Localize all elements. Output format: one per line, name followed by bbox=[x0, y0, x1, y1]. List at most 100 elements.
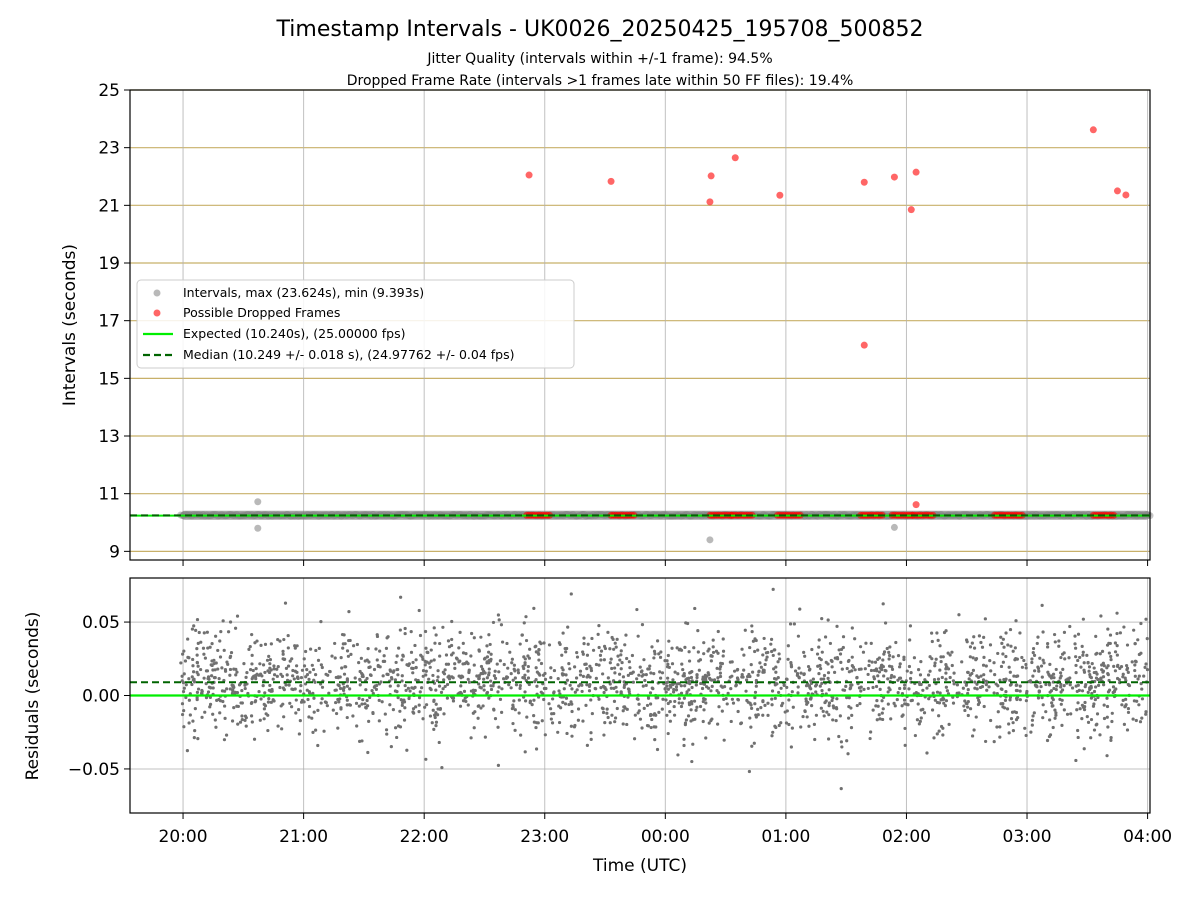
residual-point bbox=[182, 725, 186, 729]
residual-point bbox=[1007, 722, 1011, 726]
residual-point bbox=[696, 628, 700, 633]
residual-point bbox=[770, 734, 774, 738]
residual-point bbox=[1074, 758, 1078, 763]
residual-point bbox=[655, 639, 660, 643]
residual-point bbox=[1115, 611, 1119, 615]
residual-point bbox=[268, 666, 272, 670]
residual-point bbox=[186, 655, 190, 659]
residual-point bbox=[535, 670, 539, 674]
residual-point bbox=[948, 675, 952, 680]
residual-point bbox=[1113, 689, 1117, 693]
residual-point bbox=[822, 677, 826, 681]
residual-point bbox=[1098, 652, 1102, 656]
residual-point bbox=[889, 717, 893, 721]
residual-point bbox=[407, 696, 411, 701]
residual-point bbox=[649, 712, 653, 717]
residual-point bbox=[225, 687, 229, 691]
residual-point bbox=[718, 671, 722, 675]
residual-point bbox=[375, 658, 379, 662]
residual-point bbox=[581, 674, 585, 678]
residual-point bbox=[498, 697, 503, 701]
residual-point bbox=[518, 683, 522, 688]
residual-point bbox=[368, 695, 372, 700]
residual-point bbox=[935, 700, 940, 705]
residual-point bbox=[887, 664, 892, 668]
residual-point bbox=[876, 674, 880, 678]
residual-point bbox=[226, 630, 231, 634]
residual-point bbox=[998, 735, 1002, 739]
residual-point bbox=[648, 691, 653, 695]
residuals-y-axis-label: Residuals (seconds) bbox=[23, 612, 43, 781]
residual-point bbox=[816, 664, 820, 668]
residual-point bbox=[514, 683, 519, 687]
residual-point bbox=[291, 668, 295, 673]
residual-point bbox=[341, 642, 345, 646]
residual-point bbox=[1136, 638, 1140, 642]
residual-point bbox=[214, 661, 218, 665]
residual-point bbox=[1090, 662, 1094, 666]
residual-point bbox=[875, 718, 879, 722]
residual-point bbox=[206, 646, 210, 650]
residual-point bbox=[961, 686, 965, 690]
residual-point bbox=[996, 684, 1000, 688]
residual-point bbox=[233, 626, 238, 630]
residual-point bbox=[279, 704, 283, 708]
residual-point bbox=[601, 672, 605, 676]
residual-point bbox=[845, 696, 849, 700]
residual-point bbox=[952, 682, 956, 686]
residual-point bbox=[319, 620, 323, 624]
residual-point bbox=[582, 642, 586, 646]
residual-point bbox=[1030, 718, 1035, 722]
residual-point bbox=[1088, 687, 1092, 692]
x-tick-label: 22:00 bbox=[400, 827, 449, 847]
residual-point bbox=[977, 700, 982, 705]
residual-point bbox=[683, 645, 687, 649]
residual-point bbox=[862, 687, 866, 691]
residual-point bbox=[1000, 641, 1004, 646]
residual-point bbox=[1144, 617, 1148, 621]
residual-point bbox=[827, 688, 831, 692]
residual-point bbox=[691, 718, 695, 722]
residual-point bbox=[481, 704, 485, 708]
residual-point bbox=[992, 740, 996, 744]
residual-point bbox=[513, 728, 517, 732]
residual-point bbox=[681, 667, 685, 672]
residual-point bbox=[989, 718, 993, 723]
residual-point bbox=[1126, 706, 1131, 711]
residual-point bbox=[824, 699, 828, 703]
residual-point bbox=[947, 722, 951, 726]
residual-point bbox=[1127, 683, 1132, 688]
residual-point bbox=[202, 652, 206, 656]
residual-point bbox=[199, 667, 203, 672]
residual-point bbox=[977, 634, 982, 638]
residual-point bbox=[1105, 715, 1109, 719]
residual-point bbox=[402, 718, 407, 722]
residual-point bbox=[537, 652, 541, 656]
residual-point bbox=[400, 700, 405, 705]
intervals-y-tick-label: 21 bbox=[98, 196, 120, 216]
residual-point bbox=[302, 657, 306, 661]
residual-point bbox=[613, 641, 617, 645]
residual-point bbox=[674, 688, 679, 692]
residual-point bbox=[451, 651, 455, 655]
residual-point bbox=[651, 687, 655, 691]
residual-point bbox=[995, 725, 999, 729]
residual-point bbox=[1002, 645, 1006, 649]
residual-point bbox=[523, 699, 528, 703]
residual-point bbox=[1060, 723, 1064, 727]
residual-point bbox=[195, 646, 199, 651]
residual-point bbox=[1061, 667, 1065, 671]
residual-point bbox=[692, 646, 696, 650]
residual-point bbox=[295, 670, 299, 674]
residual-point bbox=[288, 701, 292, 705]
residual-point bbox=[206, 690, 211, 694]
residual-point bbox=[625, 722, 629, 727]
residual-point bbox=[881, 658, 885, 662]
residual-point bbox=[293, 646, 297, 650]
residual-point bbox=[564, 673, 568, 677]
residual-point bbox=[1058, 676, 1062, 680]
residual-point bbox=[311, 667, 316, 672]
residual-point bbox=[603, 721, 607, 725]
residual-point bbox=[963, 708, 967, 713]
residual-point bbox=[1081, 653, 1085, 657]
